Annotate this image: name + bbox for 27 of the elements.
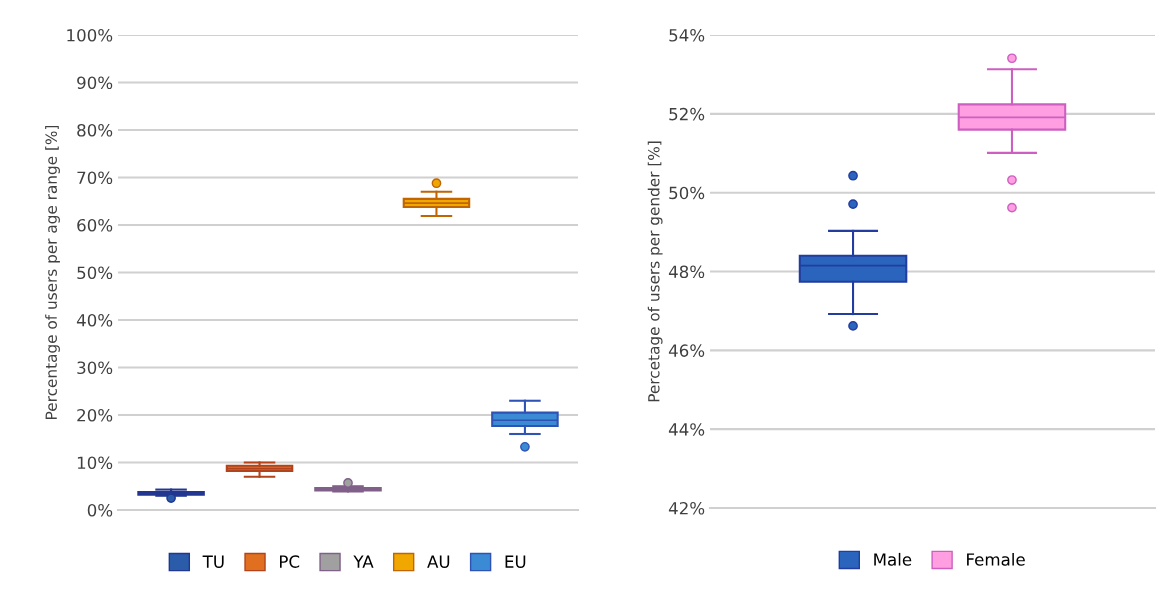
y-tick-label: 30%	[77, 361, 113, 375]
y-tick-label: 50%	[669, 186, 705, 200]
legend-label: TU	[202, 555, 224, 568]
y-tick-label: 20%	[77, 408, 113, 422]
y-tick-label: 46%	[668, 344, 705, 357]
y-tick-label: 0%	[87, 503, 113, 517]
y-tick-label: 44%	[668, 423, 705, 436]
y-tick-label: 90%	[77, 76, 113, 90]
y-tick-label: 42%	[668, 501, 705, 515]
legend-label: YA	[353, 555, 374, 568]
y-tick-label: 54%	[669, 28, 705, 42]
y-tick-label: 40%	[76, 313, 113, 327]
y-tick-label: 48%	[668, 265, 705, 279]
y-tick-label: 60%	[77, 218, 113, 232]
y-tick-label: 70%	[77, 171, 113, 185]
y-tick-label: 52%	[669, 107, 705, 121]
y-axis-title: Percetage of users per gender [%]	[647, 141, 663, 402]
legend-label: AU	[427, 555, 450, 568]
y-tick-label: 100%	[67, 28, 113, 42]
legend-label: Male	[874, 552, 912, 566]
y-tick-label: 50%	[77, 266, 113, 280]
legend-label: PC	[280, 555, 300, 568]
legend-label: EU	[505, 555, 526, 568]
y-tick-label: 80%	[77, 123, 113, 137]
legend-label: Female	[967, 552, 1025, 566]
y-tick-label: 10%	[77, 456, 113, 470]
y-axis-title: Percentage of users per age range [%]	[45, 125, 60, 419]
